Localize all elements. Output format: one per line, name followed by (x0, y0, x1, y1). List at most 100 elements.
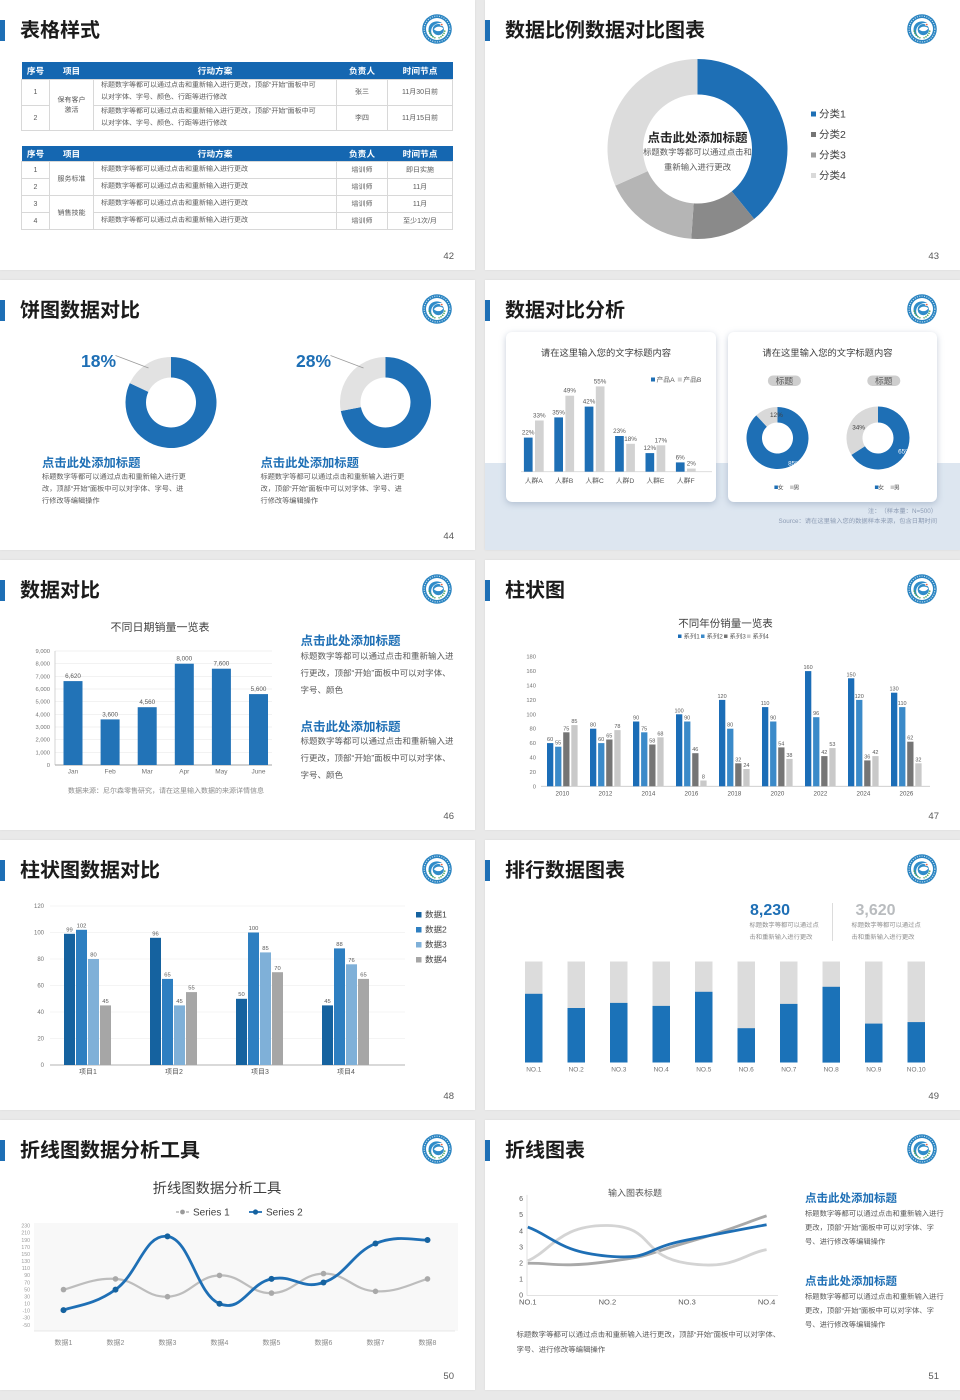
svg-text:男: 男 (793, 485, 799, 492)
svg-text:10: 10 (24, 1302, 30, 1308)
svg-text:数据3: 数据3 (425, 940, 447, 950)
svg-text:18%: 18% (624, 436, 637, 443)
svg-text:17%: 17% (655, 437, 668, 444)
svg-text:99: 99 (66, 927, 72, 933)
svg-text:60: 60 (547, 737, 553, 743)
svg-text:120: 120 (526, 698, 536, 704)
svg-text:5: 5 (519, 1212, 523, 1219)
svg-text:60: 60 (598, 737, 604, 743)
svg-text:55%: 55% (594, 378, 607, 385)
svg-text:NO.5: NO.5 (696, 1067, 712, 1074)
svg-text:40: 40 (530, 756, 536, 762)
svg-text:33%: 33% (533, 413, 546, 420)
svg-text:人群A: 人群A (525, 477, 544, 485)
svg-text:75: 75 (563, 726, 569, 732)
svg-text:28%: 28% (296, 351, 331, 371)
svg-text:May: May (215, 769, 228, 776)
svg-text:分类1: 分类1 (819, 109, 846, 121)
svg-text:38: 38 (786, 753, 792, 759)
svg-text:Series 1: Series 1 (193, 1208, 230, 1219)
svg-text:35%: 35% (552, 409, 565, 416)
svg-text:65: 65 (164, 972, 170, 978)
svg-text:150: 150 (21, 1252, 30, 1258)
svg-text:0: 0 (47, 763, 50, 769)
svg-text:24: 24 (743, 763, 749, 769)
svg-text:NO.1: NO.1 (526, 1067, 542, 1074)
svg-text:8,000: 8,000 (35, 662, 50, 668)
svg-text:分类2: 分类2 (819, 129, 846, 141)
svg-text:68: 68 (657, 731, 663, 737)
svg-text:210: 210 (21, 1231, 30, 1237)
svg-text:23%: 23% (613, 428, 626, 435)
svg-text:100: 100 (249, 926, 259, 932)
svg-text:49%: 49% (563, 388, 576, 395)
svg-text:90: 90 (684, 716, 690, 722)
svg-text:60: 60 (530, 741, 536, 747)
svg-text:180: 180 (526, 655, 536, 661)
svg-text:70: 70 (274, 966, 280, 972)
svg-text:人群E: 人群E (646, 477, 665, 485)
svg-text:120: 120 (855, 694, 864, 700)
svg-text:人群C: 人群C (585, 477, 604, 485)
svg-text:Feb: Feb (104, 769, 116, 776)
svg-text:数据4: 数据4 (425, 955, 447, 965)
svg-text:NO.1: NO.1 (519, 1298, 537, 1307)
svg-text:110: 110 (22, 1266, 30, 1272)
svg-text:0: 0 (533, 784, 536, 790)
svg-text:2%: 2% (687, 461, 697, 468)
svg-text:4,560: 4,560 (139, 699, 155, 706)
svg-text:数据2: 数据2 (107, 1339, 125, 1347)
svg-text:男: 男 (894, 485, 900, 492)
svg-text:数据1: 数据1 (55, 1339, 73, 1347)
svg-text:85: 85 (571, 719, 577, 725)
svg-text:60: 60 (37, 984, 44, 990)
svg-text:58: 58 (649, 739, 655, 745)
svg-text:人群D: 人群D (616, 477, 635, 485)
svg-text:96: 96 (152, 931, 158, 937)
svg-text:2020: 2020 (771, 791, 785, 798)
svg-text:4,000: 4,000 (35, 712, 50, 718)
svg-text:项目3: 项目3 (251, 1068, 269, 1076)
svg-text:NO.4: NO.4 (758, 1298, 776, 1307)
svg-text:88: 88 (336, 942, 342, 948)
svg-text:42: 42 (821, 750, 827, 756)
svg-text:80: 80 (530, 727, 536, 733)
svg-text:标题: 标题 (776, 376, 794, 386)
svg-text:50: 50 (24, 1287, 30, 1293)
svg-text:160: 160 (804, 665, 813, 671)
svg-text:2024: 2024 (857, 791, 871, 798)
svg-text:数据7: 数据7 (367, 1339, 385, 1347)
svg-text:6,000: 6,000 (35, 687, 50, 693)
svg-text:65: 65 (606, 734, 612, 740)
svg-text:20: 20 (37, 1037, 44, 1043)
svg-text:80: 80 (37, 957, 44, 963)
svg-text:32: 32 (735, 757, 741, 763)
svg-text:40: 40 (37, 1010, 44, 1016)
svg-text:2026: 2026 (900, 791, 914, 798)
svg-text:2018: 2018 (728, 791, 742, 798)
svg-text:55: 55 (188, 986, 194, 992)
svg-text:系列2: 系列2 (707, 633, 724, 641)
svg-text:2022: 2022 (814, 791, 828, 798)
svg-text:2010: 2010 (556, 791, 570, 798)
svg-text:80: 80 (90, 953, 96, 959)
svg-text:5,000: 5,000 (35, 700, 50, 706)
svg-text:90: 90 (24, 1273, 30, 1279)
svg-text:5,600: 5,600 (251, 686, 267, 693)
svg-text:50: 50 (238, 992, 244, 998)
svg-text:120: 120 (34, 904, 45, 910)
svg-text:90: 90 (770, 716, 776, 722)
svg-text:45: 45 (176, 999, 182, 1005)
svg-text:90: 90 (633, 716, 639, 722)
svg-text:150: 150 (847, 672, 856, 678)
svg-text:12%: 12% (770, 412, 783, 419)
svg-text:Jan: Jan (68, 769, 79, 776)
svg-text:数据5: 数据5 (263, 1339, 281, 1347)
svg-text:NO.10: NO.10 (907, 1067, 926, 1074)
svg-text:2,000: 2,000 (35, 738, 50, 744)
svg-text:80: 80 (727, 723, 733, 729)
svg-text:9,000: 9,000 (35, 649, 50, 655)
svg-text:65: 65 (360, 972, 366, 978)
svg-text:数据2: 数据2 (425, 925, 447, 935)
svg-text:-10: -10 (23, 1309, 31, 1315)
